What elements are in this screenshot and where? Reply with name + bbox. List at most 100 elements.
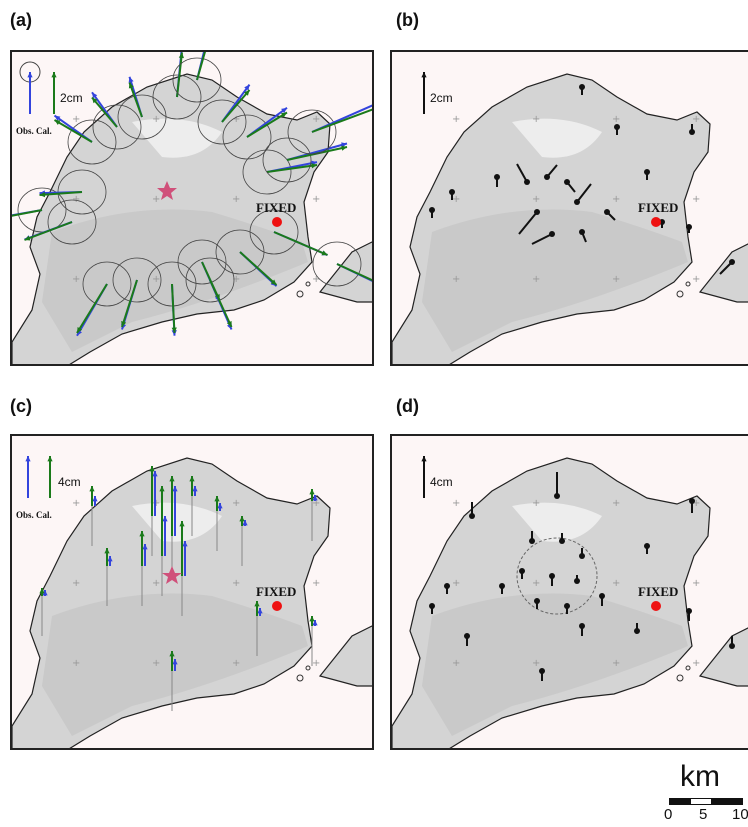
grid-cross: + xyxy=(152,274,160,285)
station-dot xyxy=(604,209,610,215)
southern-slope-shading xyxy=(42,209,308,352)
station-dot xyxy=(644,169,650,175)
station-dot xyxy=(729,259,735,265)
calculated-vector xyxy=(176,52,184,98)
calculated-vector xyxy=(89,486,95,506)
calculated-vector xyxy=(189,476,195,496)
station-dot xyxy=(469,513,475,519)
islet xyxy=(676,674,684,682)
calculated-vector xyxy=(53,119,93,143)
calculated-vector xyxy=(171,283,177,334)
scale-unit: km xyxy=(680,760,720,793)
grid-cross: + xyxy=(152,194,160,205)
observed-vector xyxy=(217,503,223,511)
grid-cross: + xyxy=(452,114,460,125)
map-panel-c: + + + + + + + + + + + +4cm Obs. Cal. FIXED xyxy=(10,434,374,750)
islet xyxy=(676,290,684,298)
legend-obs-cal-label: Obs. Cal. xyxy=(16,510,52,520)
station-dot xyxy=(429,207,435,213)
station-dot xyxy=(534,598,540,604)
grid-cross: + xyxy=(612,578,620,589)
grid-cross: + xyxy=(232,194,240,205)
station-dot xyxy=(559,538,565,544)
islet xyxy=(296,290,304,298)
station-dot xyxy=(499,583,505,589)
error-ellipse xyxy=(67,119,117,165)
fixed-station-marker xyxy=(651,217,661,227)
grid-cross: + xyxy=(532,658,540,669)
calculated-vector xyxy=(91,96,118,128)
panel-label-b: (b) xyxy=(396,10,419,30)
station-dot xyxy=(579,84,585,90)
legend-observed-arrow xyxy=(27,72,33,114)
station-dot xyxy=(579,553,585,559)
islet xyxy=(685,281,691,287)
fixed-station-marker xyxy=(272,217,282,227)
grid-cross: + xyxy=(692,658,700,669)
station-dot xyxy=(689,498,695,504)
grid-cross: + xyxy=(232,658,240,669)
fixed-label: FIXED xyxy=(638,200,678,215)
station-dot xyxy=(599,593,605,599)
grid-cross: + xyxy=(72,194,80,205)
calculated-vector xyxy=(169,651,175,671)
calculated-vector xyxy=(169,476,175,536)
grid-cross: + xyxy=(312,114,320,125)
fixed-label: FIXED xyxy=(638,584,678,599)
error-ellipse xyxy=(222,114,272,160)
calculated-vector xyxy=(128,82,143,118)
calculated-vector xyxy=(209,279,233,328)
observed-vector xyxy=(42,590,48,596)
panel-label-d: (d) xyxy=(396,396,419,416)
islet xyxy=(685,665,691,671)
calculated-vector xyxy=(196,52,206,81)
legend-scale-label: 2cm xyxy=(430,91,453,105)
station-dot xyxy=(554,493,560,499)
grid-cross: + xyxy=(452,658,460,669)
grid-cross: + xyxy=(152,498,160,509)
station-dot xyxy=(539,668,545,674)
error-ellipse xyxy=(92,104,142,150)
calculated-vector xyxy=(39,588,45,596)
legend-scale-label: 4cm xyxy=(58,475,81,489)
calculated-vector xyxy=(24,221,73,241)
map-svg-d: + + + + + + + + + + + +4cm FIXED xyxy=(392,456,748,748)
error-ellipse xyxy=(152,74,202,120)
error-ellipse xyxy=(172,57,222,103)
grid-cross: + xyxy=(692,578,700,589)
error-ellipse xyxy=(177,239,227,285)
grid-cross: + xyxy=(72,274,80,285)
error-ellipse xyxy=(262,137,312,183)
grid-cross: + xyxy=(312,658,320,669)
error-ellipse xyxy=(82,261,132,307)
station-dot xyxy=(529,538,535,544)
station-dot xyxy=(429,603,435,609)
grid-cross: + xyxy=(232,274,240,285)
station-dot xyxy=(464,633,470,639)
calculated-vector xyxy=(214,496,220,511)
error-ellipse xyxy=(147,261,197,307)
grid-cross: + xyxy=(612,194,620,205)
calculated-vector xyxy=(12,209,43,217)
summit-highlight xyxy=(132,118,222,158)
station-dot xyxy=(579,229,585,235)
grid-cross: + xyxy=(312,578,320,589)
calculated-vector xyxy=(239,251,278,286)
legend-obs-cal-label: Obs. Cal. xyxy=(16,126,52,136)
grid-cross: + xyxy=(72,498,80,509)
calculated-vector xyxy=(39,191,83,198)
grid-cross: + xyxy=(692,498,700,509)
southern-slope-shading xyxy=(422,593,688,736)
grid-cross: + xyxy=(532,274,540,285)
map-panel-a: + + + + + + + + + + + +2cm Obs. Cal. FIXED xyxy=(10,50,374,366)
grid-cross: + xyxy=(452,194,460,205)
scale-bar: km 0 5 10 xyxy=(660,760,748,827)
panel-label-a: (a) xyxy=(10,10,32,30)
calculated-vector xyxy=(76,283,108,334)
grid-cross: + xyxy=(152,658,160,669)
error-ellipse xyxy=(17,187,67,233)
calculated-vector xyxy=(179,521,185,576)
station-dot xyxy=(686,608,692,614)
map-panel-d: + + + + + + + + + + + +4cm FIXED xyxy=(390,434,748,750)
east-peninsula xyxy=(698,243,748,303)
